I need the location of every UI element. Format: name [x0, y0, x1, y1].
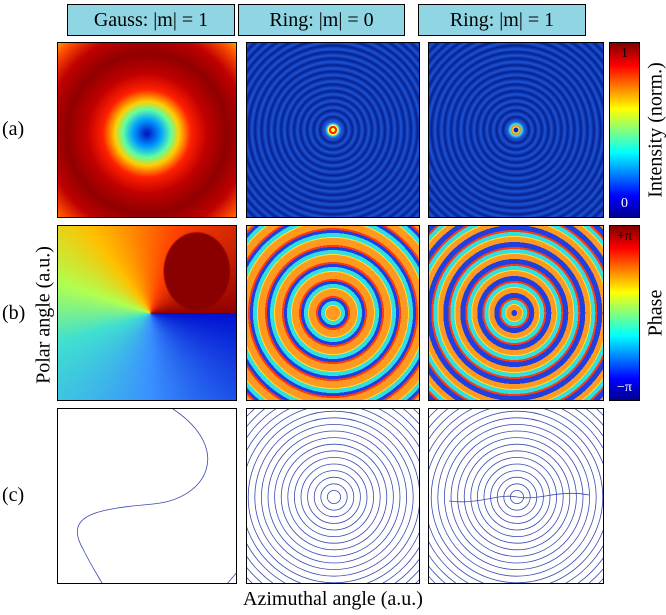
gauss-phase [57, 225, 237, 401]
contour-ring [246, 408, 420, 584]
contour-ring [327, 490, 342, 505]
contour-ring [294, 457, 374, 537]
colorbar-min: 0 [621, 196, 628, 211]
y-axis-label: Polar angle (a.u.) [32, 246, 55, 384]
ring1-intensity [428, 42, 604, 218]
contour-ring [313, 476, 355, 518]
ring1-contour [428, 408, 604, 584]
gauss-intensity [57, 42, 237, 218]
column-header: Ring: |m| = 1 [418, 4, 586, 36]
ring1-phase [428, 225, 604, 401]
row-label: (a) [2, 118, 25, 140]
contour-ring [267, 430, 401, 564]
column-header: Gauss: |m| = 1 [67, 4, 235, 36]
contour-line [227, 572, 236, 583]
ring0-phase [246, 225, 420, 401]
contour-ring [287, 450, 381, 544]
contour-ring [247, 409, 419, 583]
contour-ring [470, 450, 564, 544]
contour-ring [247, 409, 419, 583]
intensity-colorbar [609, 42, 640, 218]
contour-ring [247, 409, 419, 583]
contour-ring [307, 470, 361, 524]
contour-ring [450, 430, 584, 564]
contour-ring [274, 437, 394, 557]
colorbar-max: 1 [621, 46, 628, 61]
contour-ring [430, 410, 603, 583]
phase-colorbar [609, 225, 640, 401]
contour-ring [444, 424, 590, 570]
colorbar-label: Phase [644, 289, 666, 337]
contour-ring [254, 417, 414, 577]
contour-ring [280, 443, 388, 551]
row-label: (c) [2, 484, 25, 506]
colorbar-label: Intensity (norm.) [644, 62, 666, 198]
contour-ring [261, 424, 407, 570]
contour-ring [490, 470, 544, 524]
column-header: Ring: |m| = 0 [238, 4, 405, 36]
ring0-intensity [246, 42, 420, 218]
contour-ring [457, 437, 577, 557]
contour-ring [510, 490, 525, 505]
contour-ring [300, 463, 368, 531]
contour-line [448, 492, 590, 503]
ring0-contour [246, 408, 420, 584]
contour-ring [247, 409, 419, 583]
colorbar-max: +π [617, 229, 632, 244]
contour-ring [320, 483, 348, 511]
contour-ring [247, 410, 419, 583]
colorbar-min: −π [617, 380, 632, 395]
x-axis-label: Azimuthal angle (a.u.) [243, 588, 423, 610]
contour-ring [477, 457, 557, 537]
row-label: (b) [2, 302, 26, 324]
contour-ring [437, 417, 597, 577]
gauss-contour [57, 408, 237, 584]
contour-line [77, 409, 209, 583]
contour-ring [247, 409, 419, 583]
contour-ring [463, 443, 571, 551]
contour-ring [483, 463, 551, 531]
